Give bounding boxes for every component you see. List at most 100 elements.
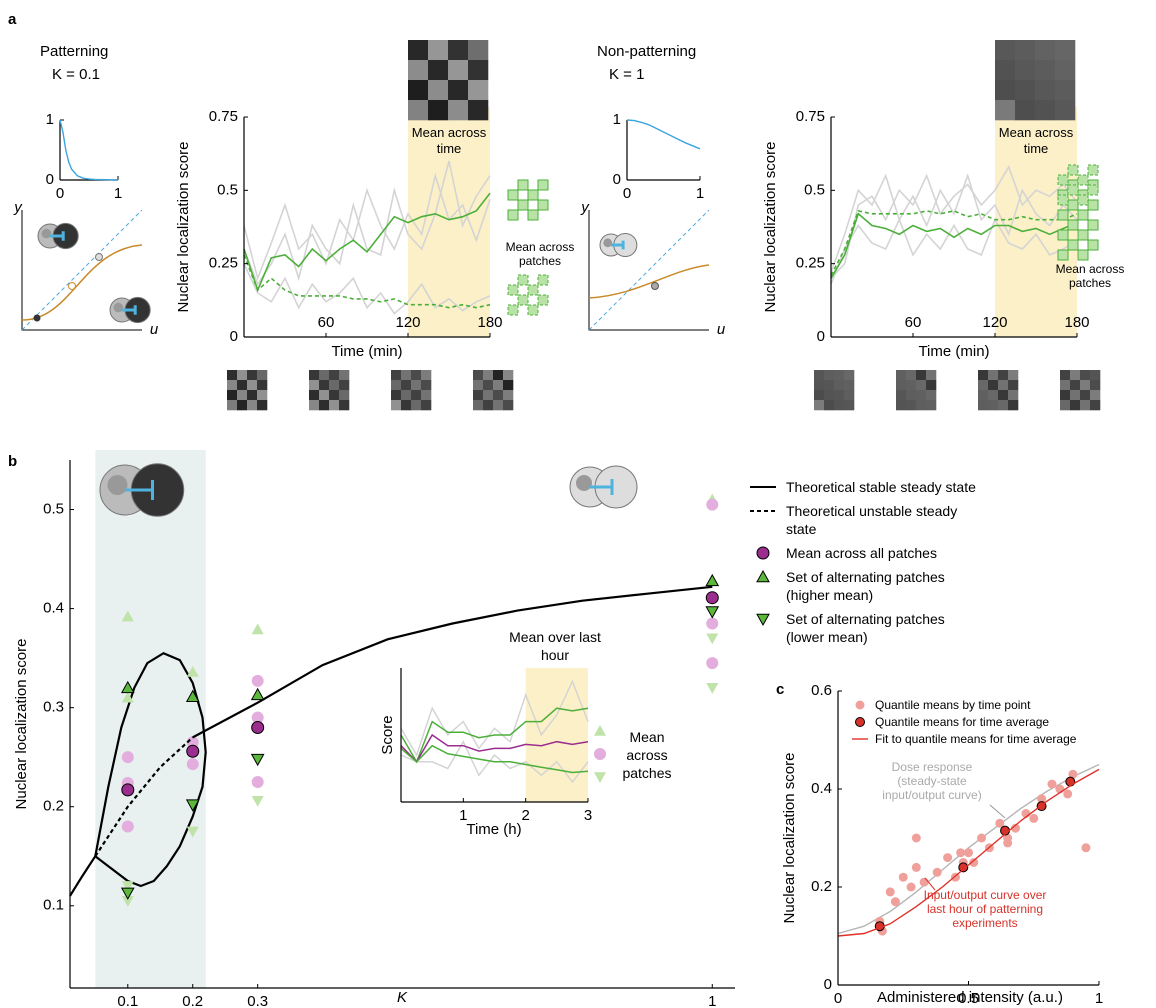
checker-cell	[814, 390, 824, 400]
checker-cell	[503, 400, 513, 410]
x-axis-label: Time (h)	[466, 821, 521, 838]
checker-cell	[906, 390, 916, 400]
annotation: Mean across time	[995, 125, 1077, 157]
checker-cell	[468, 80, 488, 100]
checker-cell	[916, 400, 926, 410]
checkerboard	[227, 370, 267, 410]
checker-cell	[473, 400, 483, 410]
checker-cell	[814, 370, 824, 380]
checker-cell	[493, 370, 503, 380]
annotation: Mean across patches	[500, 240, 580, 268]
patch-icon	[508, 305, 518, 315]
figure: abcPatterningK = 0.10101yuNon-patterning…	[0, 0, 1156, 1008]
checker-cell	[978, 380, 988, 390]
y-tick-label: 0.75	[209, 108, 238, 125]
checker-cell	[503, 370, 513, 380]
patch-icon	[528, 210, 538, 220]
data-point	[706, 575, 718, 586]
checker-cell	[227, 390, 237, 400]
highlight-band	[526, 668, 588, 802]
checkerboard	[995, 40, 1075, 120]
y-tick-label: 0.5	[804, 181, 825, 198]
checker-cell	[1080, 400, 1090, 410]
patch-icon	[538, 200, 548, 210]
panel-label: b	[8, 453, 17, 470]
checker-cell	[391, 390, 401, 400]
checker-cell	[421, 390, 431, 400]
steady-point	[652, 283, 659, 290]
patch-icon	[1078, 230, 1088, 240]
checker-cell	[401, 400, 411, 410]
checkerboard	[408, 40, 488, 120]
checker-cell	[309, 380, 319, 390]
data-point	[122, 821, 134, 833]
checker-cell	[1015, 60, 1035, 80]
checker-cell	[503, 380, 513, 390]
steady-point	[34, 315, 41, 322]
annotation: Dose response (steady-state input/output…	[872, 760, 992, 802]
checker-cell	[339, 380, 349, 390]
y-tick-label: 0.25	[209, 255, 238, 272]
legend-label: Set of alternating patches (higher mean)	[786, 568, 976, 604]
checker-cell	[906, 380, 916, 390]
checker-cell	[473, 380, 483, 390]
data-point	[252, 623, 264, 634]
checker-cell	[408, 40, 428, 60]
checker-cell	[448, 60, 468, 80]
checker-cell	[339, 400, 349, 410]
checker-cell	[257, 380, 267, 390]
legend-marker	[856, 701, 865, 710]
checker-cell	[329, 390, 339, 400]
checker-cell	[906, 400, 916, 410]
checker-cell	[916, 390, 926, 400]
panel-subtitle: K = 1	[609, 66, 644, 83]
checker-cell	[483, 390, 493, 400]
annotation: Mean across time	[408, 125, 490, 157]
steady-point	[69, 283, 76, 290]
checker-cell	[411, 390, 421, 400]
checker-cell	[988, 400, 998, 410]
legend-marker	[757, 571, 769, 582]
legend-label: Quantile means for time average	[875, 715, 1155, 729]
checker-cell	[483, 370, 493, 380]
checker-cell	[1080, 370, 1090, 380]
checker-cell	[339, 390, 349, 400]
x-tick-label: 0.3	[247, 993, 268, 1008]
checker-cell	[1060, 380, 1070, 390]
axis-letter: u	[150, 321, 159, 338]
checker-cell	[834, 380, 844, 390]
checker-cell	[227, 400, 237, 410]
x-tick-label: 1	[114, 185, 122, 202]
x-axis-label: Administered intensity (a.u.)	[877, 989, 1063, 1006]
data-point	[187, 758, 199, 770]
patch-icon	[508, 210, 518, 220]
checker-cell	[468, 60, 488, 80]
y-tick-label: 0	[46, 171, 54, 188]
checker-cell	[257, 370, 267, 380]
data-point	[920, 878, 929, 887]
data-point	[912, 863, 921, 872]
checker-cell	[339, 370, 349, 380]
checker-cell	[988, 370, 998, 380]
y-tick-label: 0.6	[811, 682, 832, 699]
checker-cell	[448, 40, 468, 60]
annotation: Mean across patches	[612, 728, 682, 782]
y-axis-label: Nuclear localization score	[781, 753, 798, 924]
checkerboard	[814, 370, 854, 410]
checker-cell	[493, 400, 503, 410]
patch-icon	[1058, 250, 1068, 260]
x-tick-label: 2	[521, 807, 529, 824]
checker-cell	[493, 390, 503, 400]
annotation: Input/output curve over last hour of pat…	[920, 888, 1050, 930]
y-tick-label: 0.5	[217, 181, 238, 198]
y-tick-label: 0	[230, 328, 238, 345]
checker-cell	[896, 370, 906, 380]
x-tick-label: 1	[696, 185, 704, 202]
x-tick-label: 3	[584, 807, 592, 824]
x-axis-label: Time (min)	[331, 343, 402, 360]
x-tick-label: 1	[1095, 990, 1103, 1007]
checker-cell	[1070, 370, 1080, 380]
checker-cell	[1055, 100, 1075, 120]
patch-icon	[1088, 165, 1098, 175]
checker-cell	[1080, 390, 1090, 400]
